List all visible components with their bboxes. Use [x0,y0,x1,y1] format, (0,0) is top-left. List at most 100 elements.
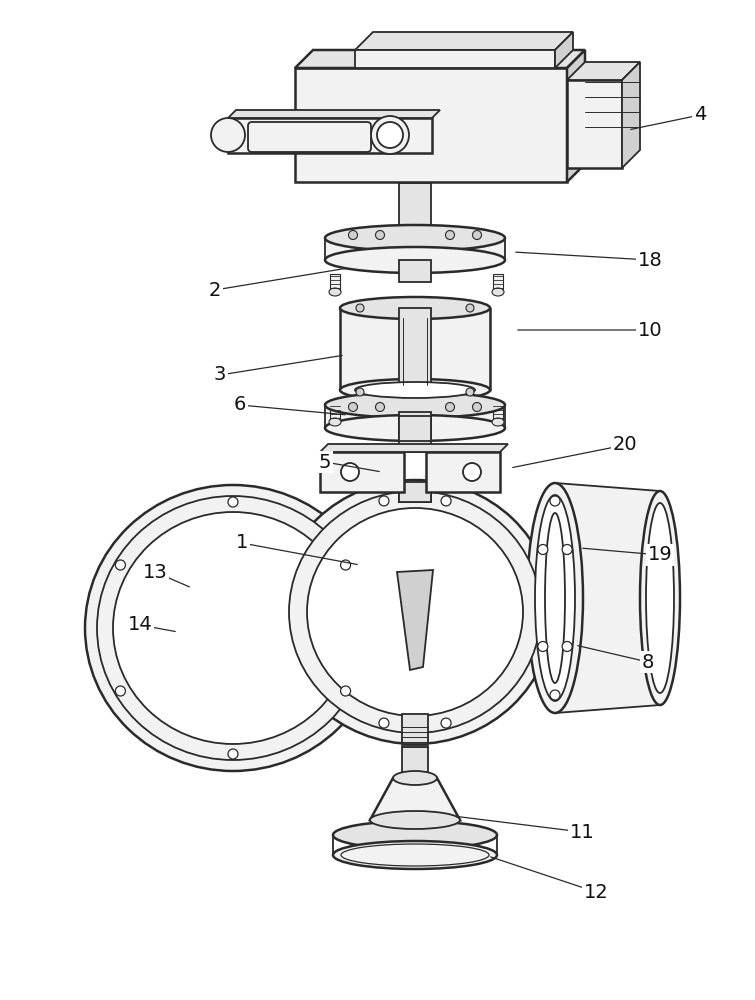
Text: 10: 10 [638,320,662,340]
Polygon shape [426,452,500,492]
Polygon shape [567,62,640,80]
Ellipse shape [211,118,245,152]
Ellipse shape [329,418,341,426]
Circle shape [441,718,451,728]
Circle shape [562,544,572,554]
Bar [493,274,503,292]
Ellipse shape [340,297,490,319]
Polygon shape [320,444,508,452]
Bar [399,183,431,238]
Ellipse shape [527,483,583,713]
Circle shape [445,231,455,239]
Polygon shape [555,483,660,713]
Polygon shape [295,50,585,68]
Polygon shape [370,778,460,820]
Ellipse shape [333,841,497,869]
Polygon shape [397,570,433,670]
Bar [399,412,431,452]
Ellipse shape [85,485,381,771]
Ellipse shape [333,821,497,849]
Bar [340,308,490,390]
Text: 8: 8 [642,652,654,672]
Bar [402,746,428,774]
Text: 6: 6 [234,395,246,414]
Ellipse shape [646,503,674,693]
Polygon shape [228,118,432,153]
Text: 20: 20 [613,436,637,454]
Polygon shape [567,50,585,182]
FancyBboxPatch shape [248,122,371,152]
Bar [402,714,428,744]
Circle shape [550,496,560,506]
Ellipse shape [355,382,475,398]
Ellipse shape [329,288,341,296]
Circle shape [379,496,389,506]
Ellipse shape [325,225,505,251]
Circle shape [228,749,238,759]
Circle shape [375,231,384,239]
Polygon shape [555,32,573,68]
Ellipse shape [113,512,353,744]
Text: 5: 5 [319,452,331,472]
Polygon shape [320,452,404,492]
Circle shape [466,388,474,396]
Text: 12: 12 [584,882,609,902]
Bar [399,416,431,441]
Circle shape [356,388,364,396]
Polygon shape [622,62,640,168]
Text: 11: 11 [569,822,594,842]
Circle shape [538,642,548,652]
Ellipse shape [535,495,575,701]
Text: 14: 14 [128,615,153,635]
Ellipse shape [325,392,505,418]
Polygon shape [355,50,555,68]
Ellipse shape [492,288,504,296]
Circle shape [441,496,451,506]
Ellipse shape [340,379,490,401]
Text: 19: 19 [648,546,673,564]
Bar [493,404,503,422]
Circle shape [349,231,358,239]
Bar [399,485,431,502]
Text: 18: 18 [638,250,662,269]
Ellipse shape [640,491,680,705]
Circle shape [538,544,548,554]
Circle shape [466,304,474,312]
Circle shape [550,690,560,700]
Circle shape [473,402,482,412]
Circle shape [341,560,350,570]
Circle shape [349,402,358,412]
Ellipse shape [492,418,504,426]
Polygon shape [567,80,622,168]
Polygon shape [295,68,567,182]
Bar [325,238,505,260]
Circle shape [375,402,384,412]
Ellipse shape [307,508,523,716]
Circle shape [341,463,359,481]
Bar [330,404,340,422]
Ellipse shape [393,771,437,785]
Circle shape [379,718,389,728]
Bar [330,274,340,292]
Polygon shape [228,110,440,118]
Bar [399,260,431,282]
Ellipse shape [325,247,505,273]
Circle shape [377,122,403,148]
Circle shape [562,642,572,652]
Text: 2: 2 [209,280,221,300]
Ellipse shape [97,496,369,760]
Text: 3: 3 [214,365,226,384]
Ellipse shape [370,811,460,829]
Circle shape [341,686,350,696]
Circle shape [463,463,481,481]
Circle shape [116,560,125,570]
Bar [325,405,505,428]
Circle shape [371,116,409,154]
Circle shape [445,402,455,412]
Text: 13: 13 [143,562,168,582]
Circle shape [228,497,238,507]
Circle shape [473,231,482,239]
Ellipse shape [277,480,553,744]
Polygon shape [355,32,573,50]
Circle shape [116,686,125,696]
